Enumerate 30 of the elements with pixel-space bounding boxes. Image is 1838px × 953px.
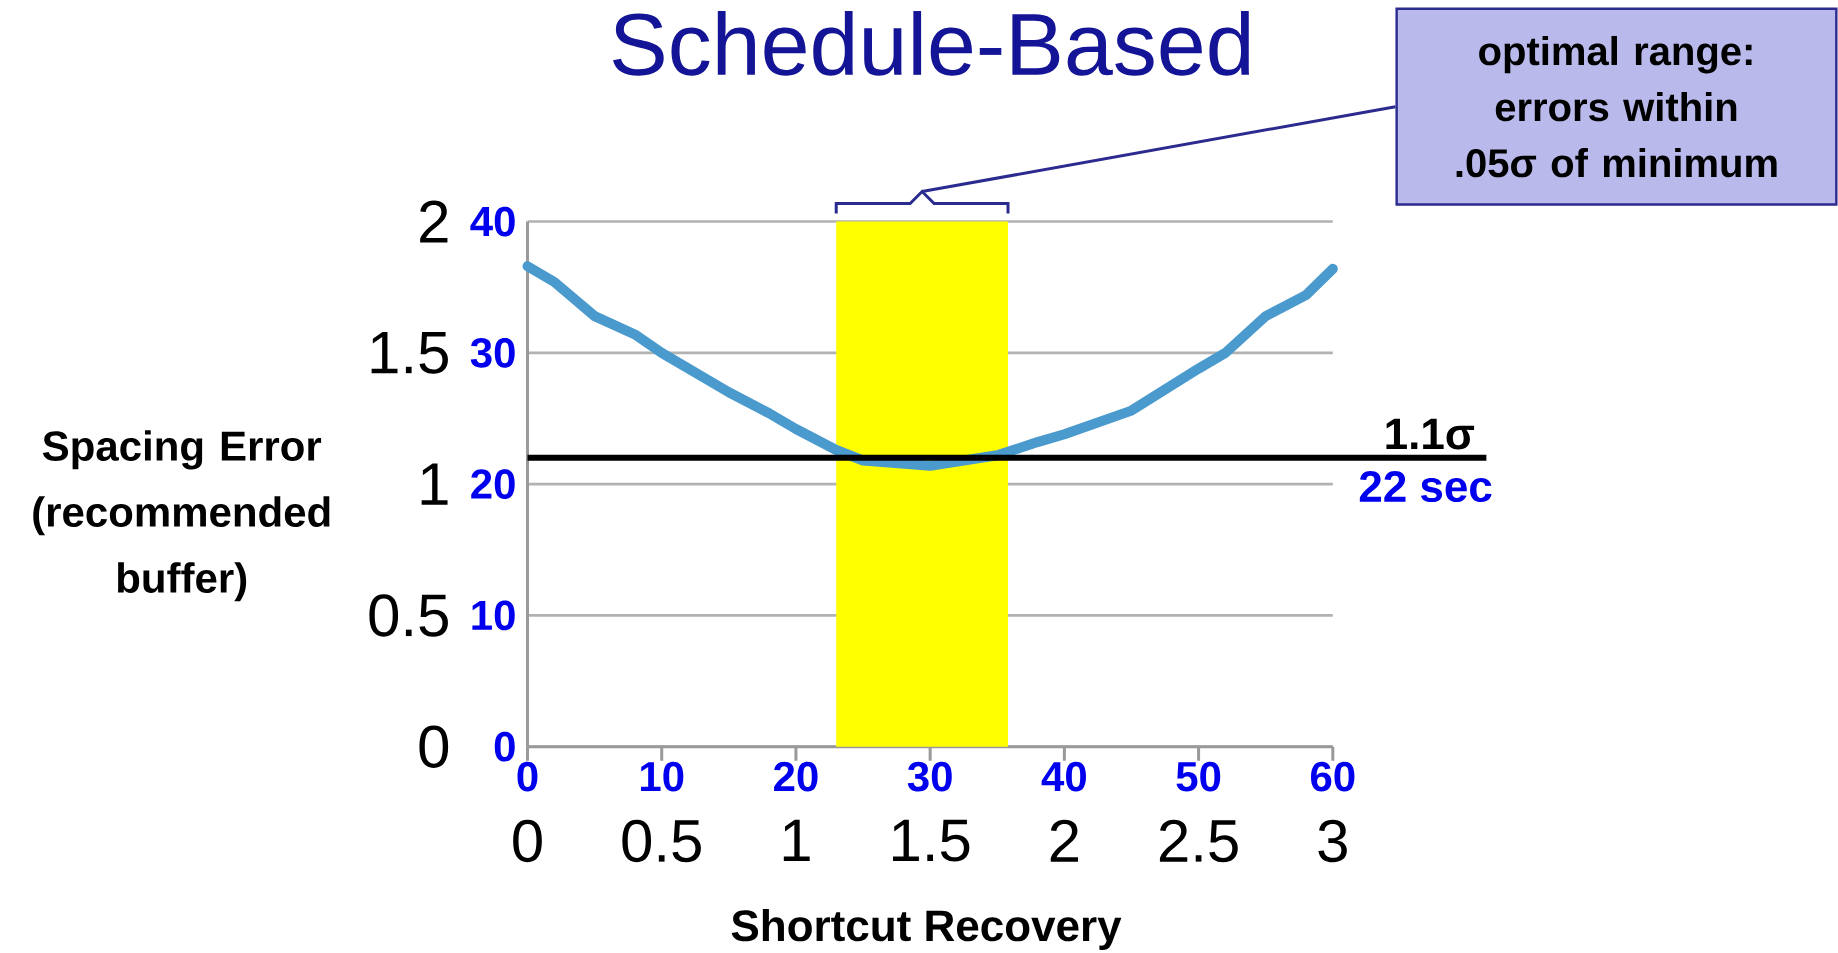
x-tick-label: 1.5 [893, 819, 970, 862]
y-tick-label: 1.5 [371, 331, 448, 374]
y-tick-label: 2 [420, 200, 448, 243]
x2-tick-label: 40 [1041, 761, 1086, 792]
ref-line-label: 1.1σ [1386, 418, 1475, 450]
y2-tick-label: 10 [472, 600, 515, 631]
text: optimal range: errors within .05σ of minimum [1456, 35, 1777, 178]
y-axis-title: Spacing Error (recommended buffer) [33, 430, 330, 602]
y2-tick-label: 40 [470, 206, 515, 237]
chart-title: Schedule-Based [613, 11, 1250, 76]
x-tick-label: 3 [1318, 819, 1347, 863]
x2-tick-label: 60 [1310, 761, 1355, 792]
y-tick-label: 0.5 [369, 594, 448, 637]
x2-tick-label: 50 [1176, 761, 1221, 792]
y2-tick-label: 30 [470, 337, 515, 368]
x-axis-title: Shortcut Recovery [731, 909, 1122, 951]
x-tick-label: 2.5 [1159, 819, 1238, 863]
y2-tick-label: 20 [471, 469, 515, 499]
x2-tick-label: 30 [907, 761, 952, 792]
y-tick-label: 0 [419, 725, 449, 768]
x2-tick-label: 10 [641, 761, 684, 792]
y2-tick-label: 0 [494, 731, 515, 762]
x2-tick-label: 0 [517, 761, 538, 792]
x-tick-label: 0.5 [622, 819, 701, 863]
x2-tick-label: 20 [774, 761, 818, 792]
x-tick-label: 1 [783, 819, 810, 862]
text: 22 sec [1359, 470, 1492, 503]
y-tick-label: 1 [421, 463, 448, 505]
x-tick-label: 0 [513, 819, 542, 863]
x-tick-label: 2 [1050, 819, 1079, 862]
